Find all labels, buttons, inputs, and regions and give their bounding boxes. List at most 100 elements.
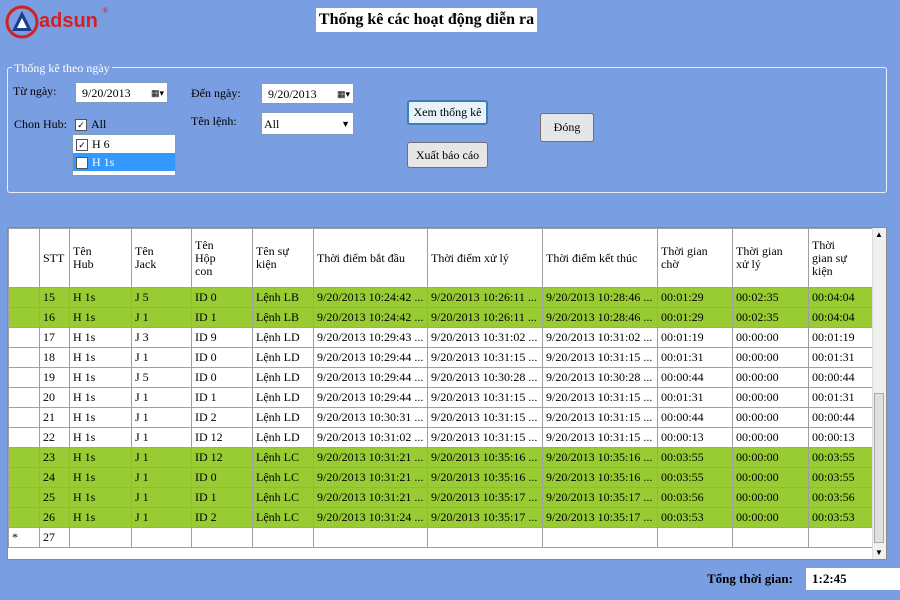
cell: 9/20/2013 10:31:15 ... xyxy=(542,347,658,368)
cell xyxy=(191,527,253,548)
cell: 27 xyxy=(39,527,70,548)
cell: 9/20/2013 10:31:21 ... xyxy=(313,467,428,488)
cell: 00:00:00 xyxy=(732,447,809,468)
cell: 9/20/2013 10:24:42 ... xyxy=(313,307,428,328)
cell: H 1s xyxy=(69,287,132,308)
cell: ID 0 xyxy=(191,287,253,308)
total-label: Tổng thời gian: xyxy=(707,571,793,586)
cell: 9/20/2013 10:29:44 ... xyxy=(313,367,428,388)
to-date[interactable]: 9/20/2013 ▦▾ xyxy=(261,83,354,104)
cell: 9/20/2013 10:31:15 ... xyxy=(427,387,543,408)
list-item[interactable]: ✓ H 1s xyxy=(73,153,175,171)
checkbox[interactable]: ✓ xyxy=(75,119,87,132)
cell: 15 xyxy=(39,287,70,308)
cell: 00:00:00 xyxy=(732,487,809,508)
row-header xyxy=(8,347,40,368)
cell: ID 0 xyxy=(191,467,253,488)
row-header xyxy=(8,467,40,488)
column-header: Tên Hub xyxy=(69,228,132,288)
table-row: 20 H 1s J 1 ID 1 Lệnh LD 9/20/2013 10:29:44 .… xyxy=(8,387,875,408)
cell: 9/20/2013 10:35:16 ... xyxy=(427,467,543,488)
logo: adsun ® xyxy=(4,4,114,40)
cell: 9/20/2013 10:31:21 ... xyxy=(313,447,428,468)
table-row: 24 H 1s J 1 ID 0 Lệnh LC 9/20/2013 10:31:21 .… xyxy=(8,467,875,488)
command-combo[interactable]: All ▼ xyxy=(261,112,354,135)
cell xyxy=(542,527,658,548)
cell: 9/20/2013 10:30:28 ... xyxy=(427,367,543,388)
data-grid: STT Tên Hub Tên Jack Tên Hộp con Tên sự kiện… xyxy=(7,227,887,560)
cell: 9/20/2013 10:29:44 ... xyxy=(313,347,428,368)
cell: ID 12 xyxy=(191,427,253,448)
from-date[interactable]: 9/20/2013 ▦▾ xyxy=(75,82,168,103)
list-item[interactable]: ✓ H 6 xyxy=(73,135,175,153)
page-title: Thống kê các hoạt động diễn ra xyxy=(316,8,537,32)
cell: J 1 xyxy=(131,447,192,468)
cell: J 1 xyxy=(131,487,192,508)
cell: H 1s xyxy=(69,467,132,488)
cell: 9/20/2013 10:31:24 ... xyxy=(313,507,428,528)
column-header: Thời gian sự kiện xyxy=(808,228,875,288)
all-label: All xyxy=(91,117,107,131)
to-label: Đến ngày: xyxy=(191,86,241,100)
cell: 00:02:35 xyxy=(732,287,809,308)
logo-text: adsun xyxy=(39,10,98,32)
cell: 9/20/2013 10:35:17 ... xyxy=(427,487,543,508)
scrollbar[interactable]: ▲ ▼ xyxy=(872,228,886,559)
cell: 00:03:55 xyxy=(808,447,875,468)
cell: H 1s xyxy=(69,487,132,508)
cell: 9/20/2013 10:31:15 ... xyxy=(542,407,658,428)
from-date-value: 9/20/2013 xyxy=(82,86,131,100)
cell: J 1 xyxy=(131,387,192,408)
all-checkbox[interactable]: ✓ All xyxy=(75,117,106,132)
scroll-thumb[interactable] xyxy=(874,393,884,543)
logo-reg: ® xyxy=(102,6,109,15)
cell: J 1 xyxy=(131,347,192,368)
cell: 24 xyxy=(39,467,70,488)
checkbox[interactable]: ✓ xyxy=(76,157,88,170)
close-button[interactable]: Đóng xyxy=(540,113,594,142)
cell: 00:04:04 xyxy=(808,307,875,328)
cell: 00:00:13 xyxy=(657,427,733,448)
cell: 9/20/2013 10:31:15 ... xyxy=(542,387,658,408)
table-row: 15 H 1s J 5 ID 0 Lệnh LB 9/20/2013 10:24:42 .… xyxy=(8,287,875,308)
total-value: 1:2:45 xyxy=(806,568,900,590)
cell: 20 xyxy=(39,387,70,408)
table-row: 18 H 1s J 1 ID 0 Lệnh LD 9/20/2013 10:29:44 .… xyxy=(8,347,875,368)
table-row: 17 H 1s J 3 ID 9 Lệnh LD 9/20/2013 10:29:43 .… xyxy=(8,327,875,348)
cell: 00:01:31 xyxy=(657,347,733,368)
cell: H 1s xyxy=(69,407,132,428)
cell: 23 xyxy=(39,447,70,468)
cell: 9/20/2013 10:24:42 ... xyxy=(313,287,428,308)
cell: 9/20/2013 10:28:46 ... xyxy=(542,307,658,328)
grid-table: STT Tên Hub Tên Jack Tên Hộp con Tên sự kiện… xyxy=(8,228,875,548)
cell: 00:03:56 xyxy=(808,487,875,508)
cell: 9/20/2013 10:31:15 ... xyxy=(427,347,543,368)
cell: 21 xyxy=(39,407,70,428)
cell: 00:00:44 xyxy=(808,367,875,388)
row-header xyxy=(8,407,40,428)
header-row: STT Tên Hub Tên Jack Tên Hộp con Tên sự kiện… xyxy=(8,228,875,288)
cell xyxy=(732,527,809,548)
corner-cell xyxy=(8,228,40,288)
cell: J 5 xyxy=(131,287,192,308)
column-header: Thời gian chờ xyxy=(657,228,733,288)
cell: H 1s xyxy=(69,507,132,528)
cell: 22 xyxy=(39,427,70,448)
view-button[interactable]: Xem thống kê xyxy=(407,100,488,125)
cell: 9/20/2013 10:29:44 ... xyxy=(313,387,428,408)
row-header xyxy=(8,387,40,408)
cell: 00:00:00 xyxy=(732,327,809,348)
export-button[interactable]: Xuất báo cáo xyxy=(407,142,488,168)
column-header: STT xyxy=(39,228,70,288)
column-header: Thời điểm kết thúc xyxy=(542,228,658,288)
column-header: Tên Hộp con xyxy=(191,228,253,288)
cell: 00:03:55 xyxy=(657,447,733,468)
scroll-up[interactable]: ▲ xyxy=(875,230,883,239)
cell: 9/20/2013 10:28:46 ... xyxy=(542,287,658,308)
cell: Lệnh LB xyxy=(252,307,314,328)
cell: 9/20/2013 10:30:31 ... xyxy=(313,407,428,428)
checkbox[interactable]: ✓ xyxy=(76,139,88,152)
scroll-down[interactable]: ▼ xyxy=(875,548,883,557)
hub-label: Chon Hub: xyxy=(14,117,68,131)
